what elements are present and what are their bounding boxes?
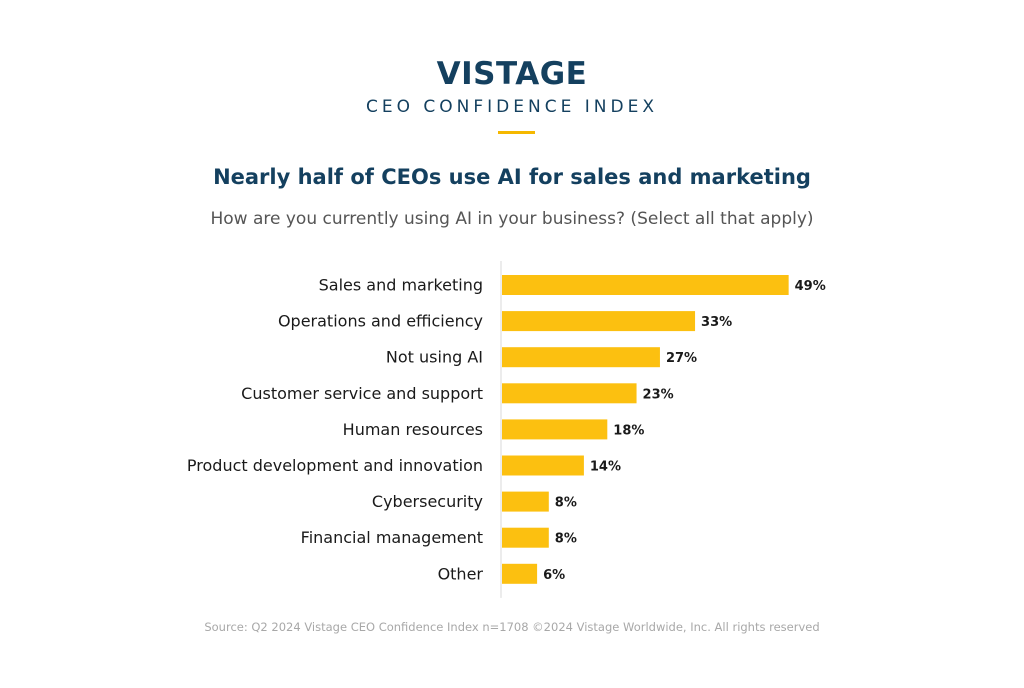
value-label: 49%: [795, 279, 826, 294]
chart-plot-area: Sales and marketing 49% Operations and eff…: [187, 260, 826, 598]
bar: [502, 419, 608, 440]
chart-subtitle: How are you currently using AI in your b…: [210, 209, 814, 229]
category-label: Product development and innovation: [187, 456, 483, 475]
bar: [502, 311, 696, 332]
category-label: Operations and efficiency: [278, 312, 483, 331]
bar: [502, 383, 637, 404]
value-label: 8%: [555, 532, 577, 547]
category-label: Human resources: [343, 420, 483, 439]
bar: [502, 347, 660, 368]
category-label: Other: [438, 564, 484, 583]
source-footnote: Source: Q2 2024 Vistage CEO Confidence I…: [204, 620, 820, 634]
category-label: Sales and marketing: [319, 276, 483, 295]
value-label: 6%: [543, 568, 565, 583]
bar: [502, 563, 538, 584]
value-label: 33%: [701, 315, 732, 330]
brand-logo: VISTAGE: [436, 56, 588, 92]
bar: [502, 491, 549, 512]
category-label: Customer service and support: [241, 384, 483, 403]
chart-title: Nearly half of CEOs use AI for sales and…: [213, 165, 811, 189]
value-label: 18%: [613, 423, 644, 438]
category-label: Financial management: [301, 528, 483, 547]
value-label: 14%: [590, 460, 621, 475]
value-label: 8%: [555, 496, 577, 511]
category-label: Cybersecurity: [372, 492, 483, 511]
value-label: 27%: [666, 351, 697, 366]
brand-subtitle: CEO CONFIDENCE INDEX: [366, 97, 658, 117]
bar: [502, 527, 549, 548]
accent-divider: [498, 131, 535, 134]
value-label: 23%: [643, 387, 674, 402]
category-label: Not using AI: [386, 348, 483, 367]
bar: [502, 275, 789, 295]
bar: [502, 455, 584, 476]
